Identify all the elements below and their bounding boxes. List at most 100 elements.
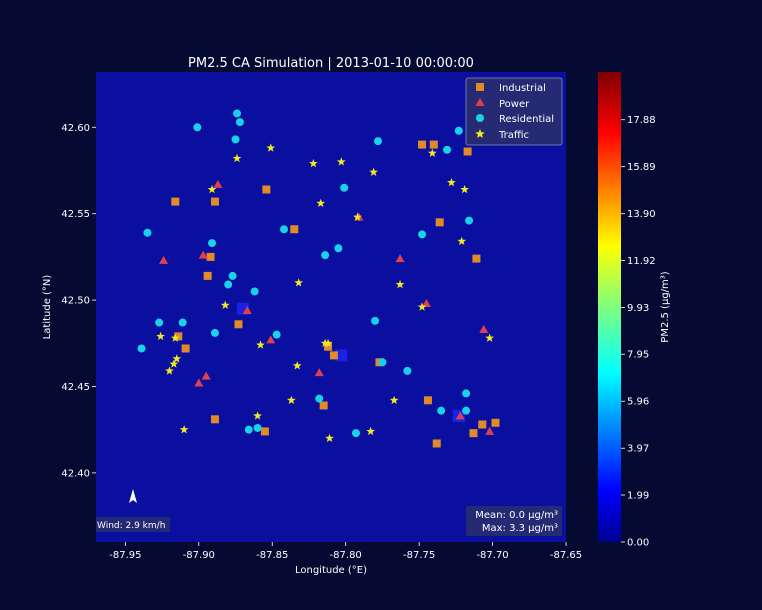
chart-title: PM2.5 CA Simulation | 2013-01-10 00:00:0… — [188, 56, 474, 71]
legend-power-marker — [475, 98, 485, 106]
residential-marker-29 — [244, 425, 253, 434]
residential-marker-30 — [351, 429, 360, 438]
stats-max: Max: 3.3 μg/m³ — [482, 523, 558, 534]
residential-marker-4 — [374, 137, 382, 146]
residential-marker-6 — [454, 126, 463, 135]
power-marker-13 — [485, 426, 495, 435]
industrial-marker-20 — [423, 396, 432, 405]
residential-marker-12 — [321, 251, 330, 260]
y-tick-label-0: 42.40 — [61, 468, 90, 479]
x-tick-label-6: -87.65 — [550, 550, 582, 561]
residential-marker-25 — [315, 394, 324, 403]
residential-marker-21 — [371, 316, 380, 325]
industrial-marker-15 — [435, 218, 444, 227]
y-tick-label-4: 42.60 — [61, 123, 90, 134]
wind-label: Wind: 2.9 km/h — [97, 521, 165, 531]
residential-marker-23 — [378, 358, 387, 367]
industrial-marker-10 — [329, 351, 338, 360]
stats-mean: Mean: 0.0 μg/m³ — [475, 510, 558, 521]
traffic-marker-31 — [320, 338, 330, 348]
residential-marker-16 — [224, 280, 233, 289]
colorbar-tick-label-1: 1.99 — [627, 491, 649, 502]
marker-layer — [137, 109, 500, 448]
power-marker-10 — [194, 378, 204, 387]
traffic-marker-16 — [170, 333, 180, 342]
industrial-marker-1 — [210, 197, 219, 206]
y-tick-label-2: 42.50 — [61, 296, 90, 307]
industrial-marker-18 — [210, 415, 219, 424]
traffic-marker-20 — [256, 340, 265, 349]
traffic-marker-21 — [172, 354, 182, 363]
colorbar-tick-label-7: 13.90 — [627, 209, 656, 220]
residential-marker-26 — [462, 389, 471, 398]
traffic-marker-9 — [316, 198, 326, 208]
traffic-marker-12 — [294, 278, 304, 287]
power-marker-7 — [266, 335, 276, 344]
industrial-marker-8 — [181, 344, 190, 353]
residential-marker-13 — [418, 230, 427, 239]
residential-marker-31 — [155, 318, 164, 327]
x-tick-label-3: -87.80 — [330, 550, 362, 561]
industrial-marker-24 — [432, 439, 441, 448]
residential-marker-7 — [340, 183, 349, 192]
industrial-marker-0 — [171, 197, 180, 206]
industrial-marker-23 — [469, 429, 478, 438]
power-marker-11 — [314, 368, 324, 377]
x-axis: -87.95 -87.90 -87.85 -87.80 -87.75 -87.70 -87.… — [109, 542, 582, 561]
y-tick-label-1: 42.45 — [61, 382, 90, 393]
residential-marker-8 — [143, 228, 152, 237]
legend-traffic-marker — [475, 129, 485, 139]
traffic-marker-15 — [417, 302, 427, 311]
traffic-marker-18 — [485, 333, 494, 342]
industrial-marker-4 — [206, 252, 215, 261]
colorbar-tick-label-3: 5.96 — [627, 397, 649, 408]
traffic-marker-7 — [460, 184, 470, 194]
power-marker-3 — [198, 250, 208, 259]
y-tick-label-3: 42.55 — [61, 209, 90, 220]
residential-marker-24 — [403, 366, 412, 375]
power-marker-5 — [421, 299, 431, 308]
legend-industrial-marker — [476, 83, 484, 91]
x-tick-label-0: -87.95 — [109, 550, 141, 561]
legend-residential-marker — [476, 114, 484, 122]
traffic-marker-2 — [309, 158, 318, 168]
residential-marker-22 — [137, 344, 146, 353]
colorbar-ticks: 0.00 1.99 3.97 5.96 7.95 9.93 11.92 13.90 15.89 1… — [621, 115, 656, 549]
x-tick-label-2: -87.85 — [256, 550, 288, 561]
traffic-marker-24 — [165, 366, 174, 375]
legend-industrial-label: Industrial — [499, 83, 546, 94]
colorbar-tick-label-4: 7.95 — [627, 350, 649, 361]
industrial-marker-16 — [472, 254, 481, 263]
industrial-marker-2 — [262, 185, 271, 194]
traffic-marker-17 — [156, 331, 165, 341]
residential-marker-27 — [437, 406, 446, 415]
industrial-marker-13 — [429, 140, 438, 149]
industrial-marker-14 — [463, 147, 472, 156]
residential-marker-15 — [228, 271, 237, 280]
x-tick-label-4: -87.75 — [403, 550, 435, 561]
colorbar-tick-label-8: 15.89 — [627, 162, 656, 173]
x-tick-label-5: -87.70 — [476, 550, 508, 561]
traffic-marker-0 — [266, 143, 276, 152]
industrial-marker-12 — [418, 140, 427, 149]
residential-marker-1 — [235, 118, 244, 127]
power-marker-9 — [201, 371, 211, 380]
traffic-marker-22 — [169, 359, 179, 368]
traffic-marker-11 — [457, 236, 467, 246]
power-marker-0 — [213, 179, 223, 188]
residential-marker-10 — [280, 225, 288, 234]
traffic-marker-4 — [369, 167, 378, 176]
residential-marker-3 — [231, 135, 240, 144]
power-marker-12 — [455, 411, 465, 420]
legend: Industrial Power Residential Traffic — [465, 77, 563, 146]
colorbar-tick-label-9: 17.88 — [627, 115, 656, 126]
traffic-marker-6 — [447, 177, 456, 187]
traffic-marker-8 — [207, 184, 217, 194]
industrial-marker-9 — [324, 342, 333, 351]
wind-arrow-icon — [129, 489, 137, 503]
residential-marker-28 — [462, 406, 471, 415]
colorbar-tick-label-0: 0.00 — [627, 538, 649, 549]
power-marker-2 — [395, 254, 405, 263]
traffic-marker-27 — [179, 425, 189, 434]
residential-marker-32 — [253, 423, 262, 432]
